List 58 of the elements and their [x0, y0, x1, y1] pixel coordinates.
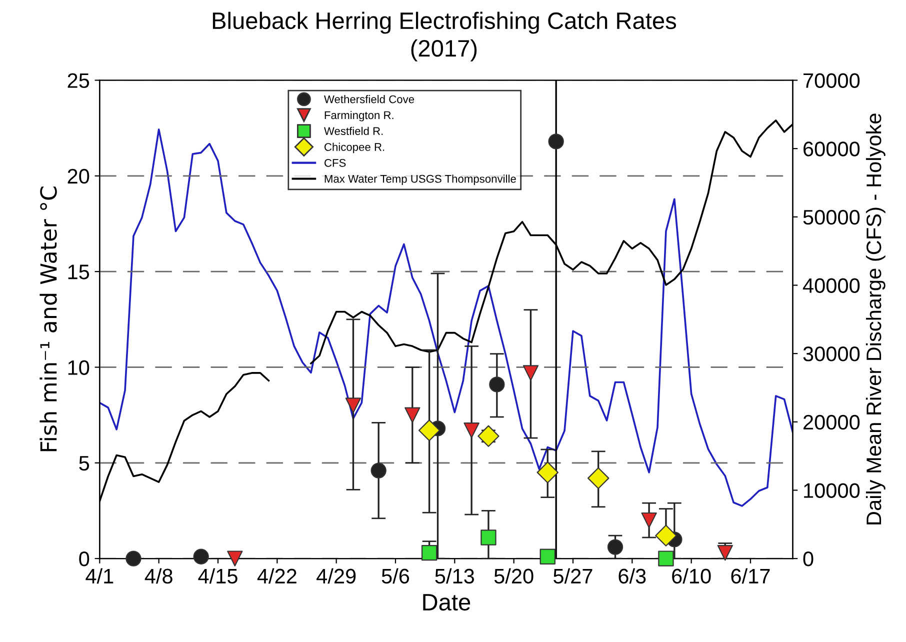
y-tick-label: 0: [79, 552, 90, 566]
x-tick-label: 6/17: [731, 568, 770, 584]
x-tick-label: 4/8: [144, 568, 172, 584]
point: [345, 398, 362, 414]
point: [227, 550, 243, 566]
legend-label: Max Water Temp USGS Thompsonville: [324, 174, 516, 185]
x-tick-label: 6/10: [672, 568, 711, 584]
y2-tick-label: 0: [803, 552, 814, 566]
x-tick-label: 5/6: [382, 568, 410, 584]
y2-tick-label: 70000: [804, 73, 860, 88]
point: [464, 422, 480, 438]
legend-label: Chicopee R.: [324, 142, 384, 154]
x-tick-label: 4/29: [316, 568, 356, 584]
x-tick-label: 5/13: [435, 568, 474, 584]
x-tick-label: 5/27: [554, 568, 592, 584]
y2-axis-title: Daily Mean River Discharge (CFS) - Holyoke: [866, 114, 886, 524]
y2-tick-label: 50000: [803, 210, 860, 225]
point: [540, 548, 556, 564]
y-tick-label: 5: [79, 456, 90, 471]
y2-tick-label: 60000: [804, 142, 860, 156]
y2-tick-label: 20000: [804, 414, 860, 430]
point: [478, 425, 500, 447]
x-axis-title: Date: [423, 594, 470, 611]
point: [480, 530, 496, 546]
x-tick-label: 5/20: [494, 568, 534, 584]
x-tick-label: 4/15: [198, 568, 238, 584]
y-tick-label: 20: [68, 168, 90, 184]
legend-label: Farmington R.: [324, 110, 394, 122]
point: [126, 550, 142, 566]
chart-title: Blueback Herring Electrofishing Catch Rates: [212, 12, 676, 34]
point: [489, 376, 505, 392]
y-tick-label: 10: [68, 360, 90, 375]
chart-subtitle: (2017): [411, 39, 477, 62]
y2-tick-label: 10000: [804, 483, 860, 498]
point: [548, 134, 564, 150]
point: [607, 539, 624, 555]
legend-label: Wethersfield Cove: [324, 95, 414, 104]
x-tick-label: 4/1: [86, 568, 114, 584]
y2-tick-label: 30000: [803, 346, 860, 362]
point: [522, 365, 539, 381]
point: [658, 550, 674, 566]
point: [421, 544, 438, 561]
y-tick-label: 25: [68, 73, 90, 88]
point: [193, 548, 209, 564]
point: [418, 420, 440, 442]
point: [404, 407, 420, 423]
legend-label: CFS: [324, 158, 346, 167]
point: [641, 512, 657, 528]
x-tick-label: 6/3: [618, 568, 646, 584]
y-axis-title: Fish min⁻¹ and Water °C: [40, 186, 57, 452]
legend-label: Westfield R.: [324, 126, 383, 136]
point: [587, 467, 610, 490]
y2-tick-label: 40000: [802, 278, 860, 293]
x-tick-label: 4/22: [257, 568, 296, 584]
point: [655, 524, 677, 546]
point: [536, 462, 558, 484]
point: [370, 462, 386, 478]
y-tick-label: 15: [68, 264, 90, 280]
